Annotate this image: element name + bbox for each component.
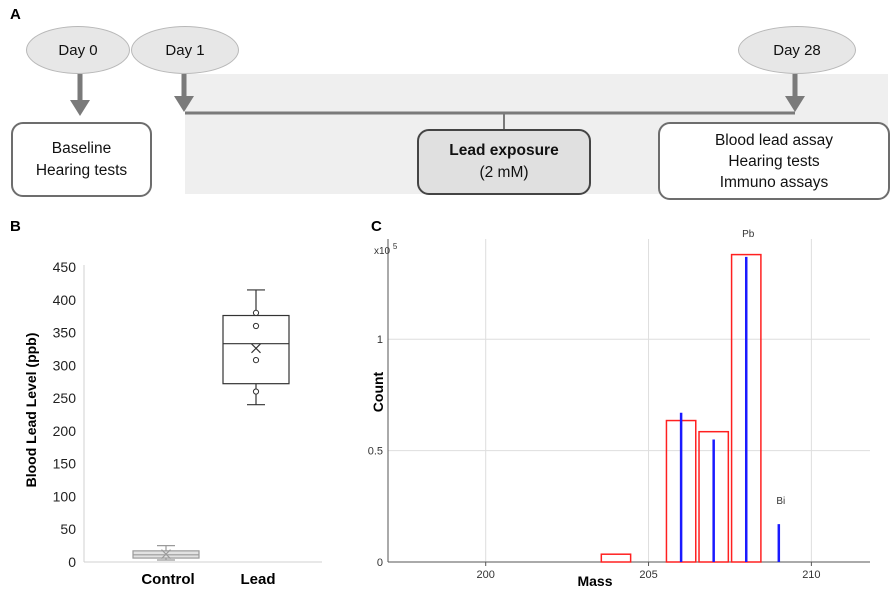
final-assays-box: Blood lead assay Hearing tests Immuno as…	[658, 122, 890, 200]
chart-b-ylabel: Blood Lead Level (ppb)	[23, 333, 39, 488]
mean-marker	[251, 343, 261, 354]
blood-lead-boxplot: Blood Lead Level (ppb) 0 50 100 150 200 250 30…	[23, 259, 322, 588]
day28-label: Day 28	[773, 41, 821, 59]
x-category-label: Lead	[240, 571, 275, 588]
y-tick-label: 0	[377, 557, 383, 569]
day28-arrow-icon	[785, 96, 805, 112]
y-tick-label: 150	[53, 456, 77, 472]
final-line3: Immuno assays	[719, 173, 829, 191]
y-tick-label: 1	[377, 334, 383, 346]
day1-arrow-icon	[174, 96, 194, 112]
chart-c-xlabel: Mass	[577, 573, 612, 589]
chart-c-scale-base: x10	[374, 246, 391, 257]
y-tick-label: 100	[53, 488, 77, 504]
y-tick-label: 350	[53, 325, 77, 341]
final-line1: Blood lead assay	[714, 131, 834, 149]
y-tick-label: 50	[60, 521, 76, 537]
x-tick-label: 200	[477, 569, 495, 581]
y-tick-label: 200	[53, 423, 77, 439]
x-category-label: Control	[141, 571, 194, 588]
data-point	[252, 309, 260, 316]
red-outline-bar	[600, 553, 632, 563]
y-tick-label: 300	[53, 357, 77, 373]
y-tick-label: 400	[53, 292, 77, 308]
baseline-box: Baseline Hearing tests	[11, 122, 152, 197]
day0-label: Day 0	[58, 41, 98, 59]
x-tick-label: 205	[639, 569, 657, 581]
y-tick-label: 0.5	[368, 446, 383, 458]
data-point	[252, 322, 260, 330]
chart-c-ylabel: Count	[370, 371, 386, 412]
day1-label: Day 1	[165, 41, 205, 59]
peak-annotation-bi: Bi	[776, 496, 785, 507]
y-tick-label: 0	[68, 554, 76, 570]
chart-c-scale-label: x10 5	[374, 242, 398, 257]
lead-exposure-title: Lead exposure	[449, 142, 559, 159]
day1-oval: Day 1	[131, 26, 239, 74]
y-tick-label: 450	[53, 259, 77, 275]
final-line2: Hearing tests	[728, 152, 820, 170]
y-tick-label: 250	[53, 390, 77, 406]
panel-b-letter: B	[10, 218, 21, 235]
chart-c-scale-exponent: 5	[393, 242, 398, 251]
mass-spectrum-chart: Count Mass x10 5 200 205 210 0 0.5 1 Pb Bi	[368, 229, 870, 589]
data-point	[252, 388, 260, 395]
baseline-line1: Baseline	[51, 139, 112, 157]
day0-arrow-icon	[70, 100, 90, 116]
lead-exposure-box: Lead exposure (2 mM)	[417, 129, 591, 195]
peak-annotation-pb: Pb	[742, 229, 755, 240]
day0-oval: Day 0	[26, 26, 130, 74]
day28-oval: Day 28	[738, 26, 856, 74]
panel-a-letter: A	[10, 6, 21, 23]
mean-marker	[161, 549, 171, 560]
lead-exposure-dose: (2 mM)	[479, 164, 529, 181]
panel-c-letter: C	[371, 218, 382, 235]
x-tick-label: 210	[802, 569, 820, 581]
data-point	[252, 356, 260, 364]
baseline-line2: Hearing tests	[35, 161, 128, 179]
